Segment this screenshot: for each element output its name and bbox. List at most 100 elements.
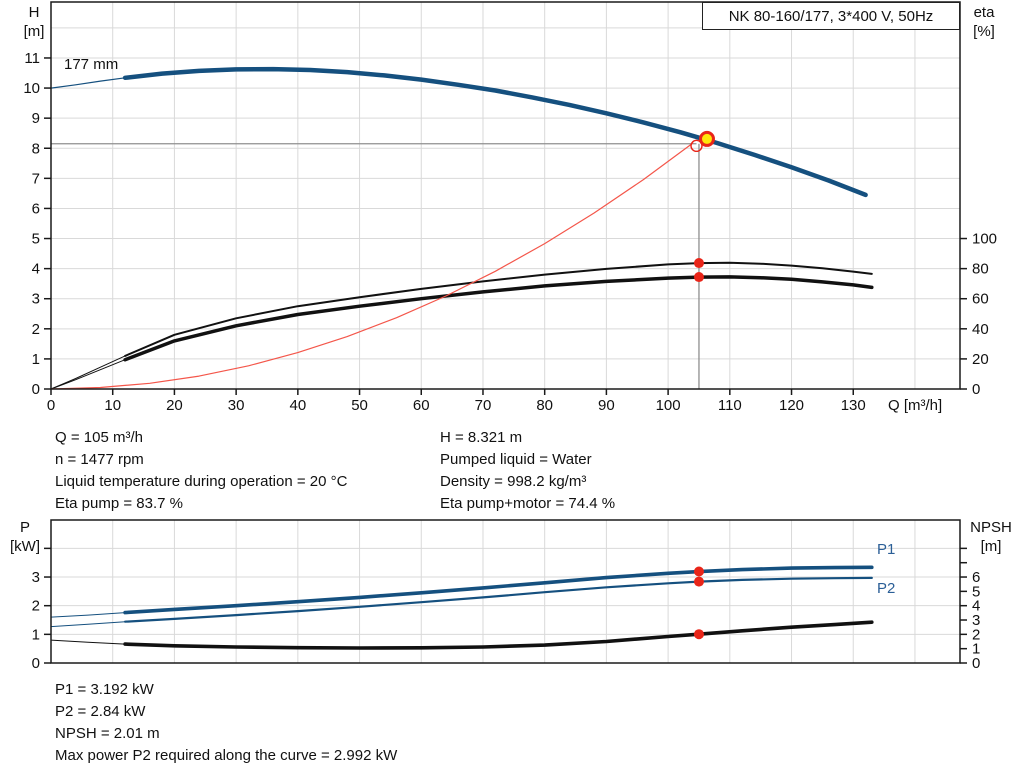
- duty-info-right: H = 8.321 m Pumped liquid = Water Densit…: [440, 427, 615, 515]
- info-pumped-liquid: Pumped liquid = Water: [440, 451, 592, 468]
- x-axis-tick-label: 100: [656, 397, 681, 414]
- pump-title: NK 80-160/177, 3*400 V, 50Hz: [728, 7, 934, 25]
- npsh-curve: [123, 620, 874, 650]
- plot-frame: [50, 519, 961, 664]
- eta-pump-curve: [124, 261, 873, 357]
- h-axis-label-symbol: H: [28, 4, 40, 21]
- x-axis-tick-label: 60: [413, 397, 430, 414]
- y-left-tick-label: 3: [32, 291, 40, 308]
- info-flow: Q = 105 m³/h: [55, 429, 143, 446]
- qh-curve-177mm: [122, 66, 868, 198]
- eta-axis-label: eta [%]: [962, 3, 1006, 41]
- info-speed: n = 1477 rpm: [55, 451, 144, 468]
- h-axis-label-unit: [m]: [23, 23, 45, 40]
- npsh-axis-label-unit: [m]: [980, 538, 1002, 555]
- x-axis-tick-label: 10: [104, 397, 121, 414]
- pump-title-box: NK 80-160/177, 3*400 V, 50Hz: [702, 2, 960, 30]
- info-eta-pump: Eta pump = 83.7 %: [55, 495, 183, 512]
- y-left-tick-label: 0: [32, 381, 40, 398]
- x-axis-tick-label: 50: [351, 397, 368, 414]
- y-right-tick-label: 0: [972, 655, 980, 672]
- h-axis-label: H [m]: [14, 3, 54, 41]
- eta-axis-label-unit: [%]: [973, 23, 995, 40]
- y-left-tick-label: 8: [32, 140, 40, 157]
- y-left-tick-label: 6: [32, 200, 40, 217]
- npsh-axis-label-symbol: NPSH: [970, 519, 1012, 536]
- power-npsh-results: P1 = 3.192 kW P2 = 2.84 kW NPSH = 2.01 m…: [55, 679, 397, 767]
- eta-pump-motor-curve-thin: [50, 359, 126, 390]
- result-p1: P1 = 3.192 kW: [55, 681, 154, 698]
- result-p2: P2 = 2.84 kW: [55, 703, 146, 720]
- requested-duty-point: [690, 139, 703, 153]
- qh-curve-thin: [50, 77, 126, 89]
- p1-duty-dot: [693, 566, 704, 577]
- y-right-tick-label: 40: [972, 321, 989, 338]
- y-right-tick-label: 60: [972, 291, 989, 308]
- p-axis-label-unit: [kW]: [10, 538, 40, 555]
- eta-pump-curve-thin: [50, 355, 126, 390]
- y-left-tick-label: 5: [32, 231, 40, 248]
- duty-info-left: Q = 105 m³/h n = 1477 rpm Liquid tempera…: [55, 427, 347, 515]
- eta-axis-label-symbol: eta: [973, 4, 995, 21]
- info-liquid-temperature: Liquid temperature during operation = 20…: [55, 473, 348, 490]
- x-axis-unit-label: Q [m³/h]: [888, 397, 942, 414]
- y-right-tick-label: 2: [972, 626, 980, 643]
- x-axis-tick-label: 30: [228, 397, 245, 414]
- p1-curve-thin: [50, 612, 126, 618]
- npsh-axis-label: NPSH [m]: [962, 518, 1020, 556]
- y-left-tick-label: 2: [32, 321, 40, 338]
- p2-duty-dot: [693, 576, 704, 587]
- info-density: Density = 998.2 kg/m³: [440, 473, 587, 490]
- npsh-duty-dot: [693, 629, 704, 640]
- y-left-tick-label: 11: [24, 50, 40, 67]
- result-max-power: Max power P2 required along the curve = …: [55, 747, 398, 764]
- npsh-curve-thin: [50, 639, 126, 645]
- p2-curve: [123, 576, 873, 623]
- eta-pump-duty-dot: [693, 258, 704, 269]
- y-left-tick-label: 0: [32, 655, 40, 672]
- y-left-tick-label: 10: [23, 80, 40, 97]
- info-eta-pump-motor: Eta pump+motor = 74.4 %: [440, 495, 616, 512]
- y-right-tick-label: 6: [972, 569, 980, 586]
- y-right-tick-label: 4: [972, 598, 980, 615]
- y-right-tick-label: 20: [972, 351, 989, 368]
- x-axis-tick-label: 70: [475, 397, 492, 414]
- y-left-tick-label: 7: [32, 170, 40, 187]
- x-axis-tick-label: 90: [598, 397, 615, 414]
- x-axis-tick-label: 120: [779, 397, 804, 414]
- y-left-tick-label: 1: [32, 626, 40, 643]
- result-npsh: NPSH = 2.01 m: [55, 725, 160, 742]
- y-right-tick-label: 100: [972, 231, 997, 248]
- y-left-tick-label: 9: [32, 110, 40, 127]
- actual-duty-point: [698, 130, 715, 147]
- y-left-tick-label: 1: [32, 351, 40, 368]
- y-right-tick-label: 3: [972, 612, 980, 629]
- p-axis-label: P [kW]: [2, 518, 48, 556]
- p-axis-label-symbol: P: [19, 519, 30, 536]
- y-right-tick-label: 5: [972, 583, 980, 600]
- y-right-tick-label: 1: [972, 641, 980, 658]
- y-left-tick-label: 2: [32, 598, 40, 615]
- plot-frame: [50, 1, 961, 390]
- x-axis-tick-label: 130: [841, 397, 866, 414]
- p1-curve: [123, 565, 874, 615]
- system-curve: [50, 142, 694, 390]
- x-axis-tick-label: 80: [536, 397, 553, 414]
- x-axis-tick-label: 20: [166, 397, 183, 414]
- y-right-tick-label: 80: [972, 261, 989, 278]
- qh-eta-chart: 0 10 20 30 40 50 60 70 80 90 100 110 120 130012345678…: [23, 1, 997, 414]
- eta-pump-motor-duty-dot: [693, 272, 704, 283]
- eta-pump-motor-curve: [123, 275, 874, 362]
- p2-curve-label: P2: [877, 580, 896, 597]
- y-left-tick-label: 3: [32, 569, 40, 586]
- p2-curve-thin: [50, 621, 126, 628]
- y-right-tick-label: 0: [972, 381, 980, 398]
- p1-curve-label: P1: [877, 541, 896, 558]
- y-left-tick-label: 4: [32, 261, 40, 278]
- impeller-size-label: 177 mm: [64, 56, 119, 73]
- x-axis-tick-label: 0: [47, 397, 55, 414]
- x-axis-tick-label: 110: [718, 397, 742, 414]
